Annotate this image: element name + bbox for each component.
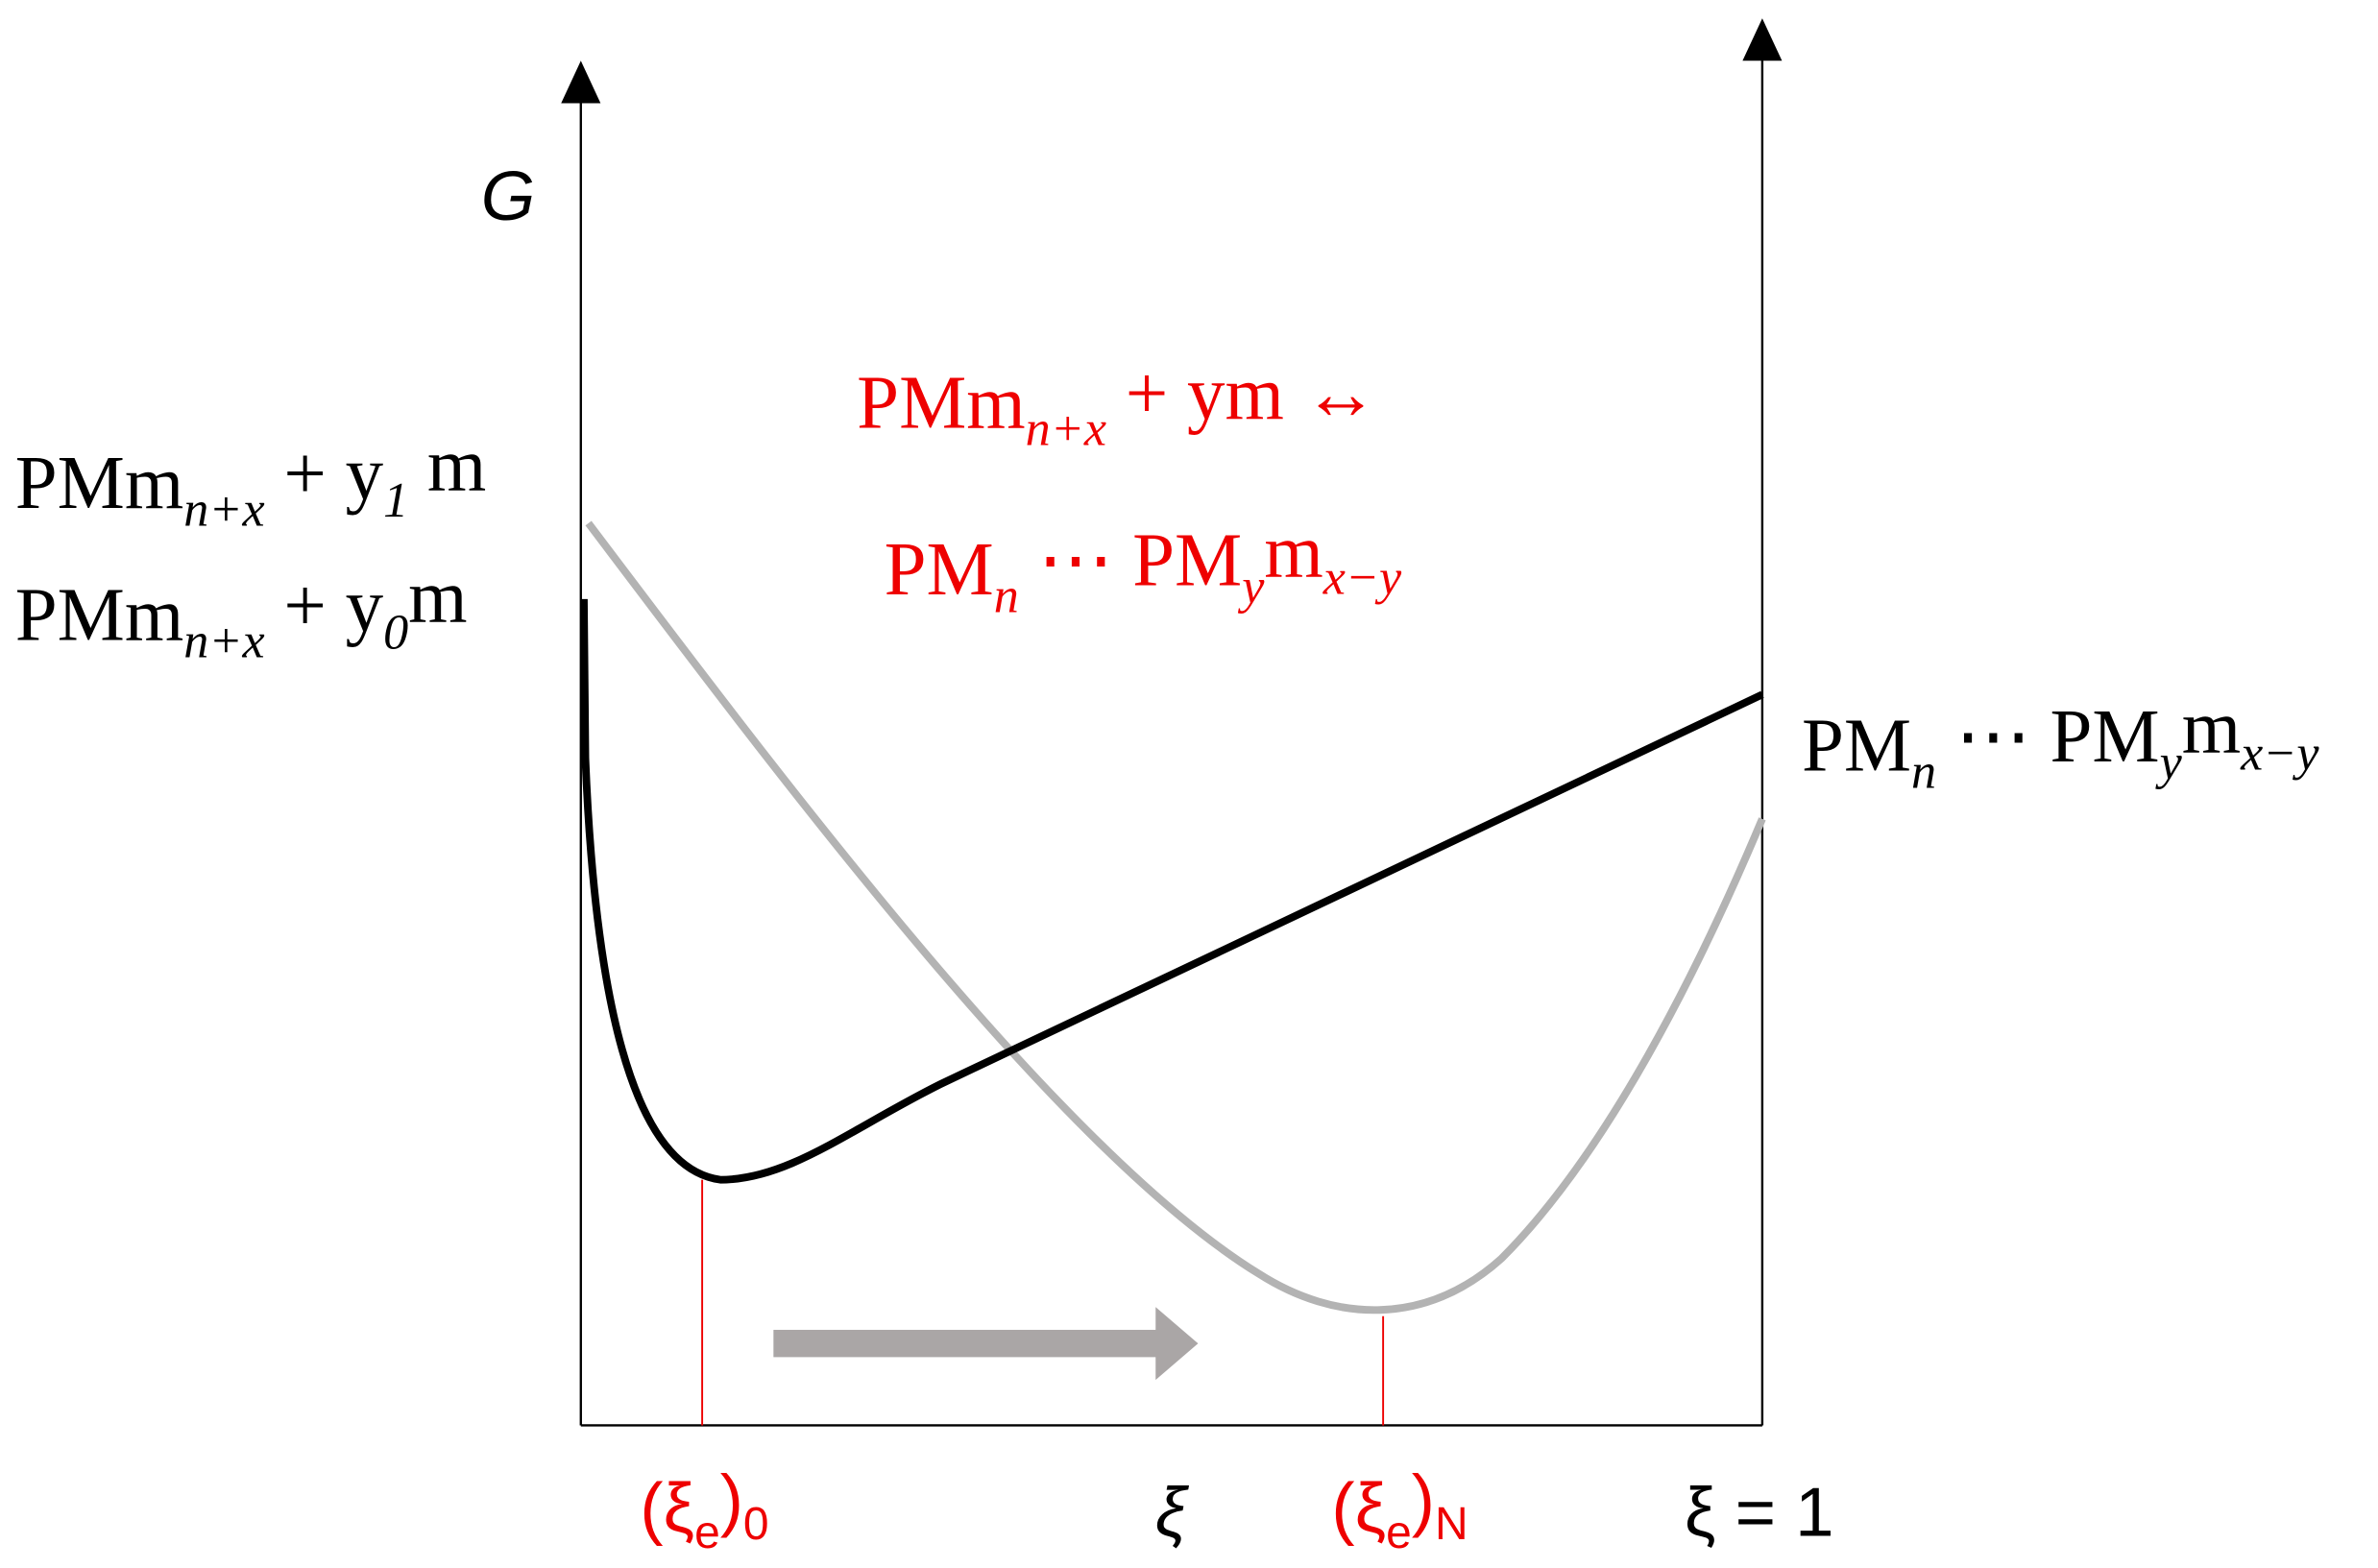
- label-subscript: n: [1911, 745, 1936, 800]
- x-end-label: ξ = 1: [1685, 1474, 1834, 1552]
- label-text: ⋯ PM: [1019, 519, 1243, 603]
- label-subscript: e: [694, 1508, 720, 1558]
- label-text: + ym ↔: [1106, 352, 1379, 436]
- right-label: PMn ⋯ PMymx−y: [1802, 686, 2319, 799]
- label-text: ): [720, 1460, 743, 1538]
- label-subscript: n+x: [1026, 402, 1106, 457]
- label-subscript: n+x: [183, 615, 264, 669]
- x-label: ξ: [1155, 1474, 1190, 1552]
- left-axis-arrow: [561, 60, 601, 104]
- shift-arrow-body: [773, 1329, 1160, 1358]
- label-text: PM: [1802, 704, 1911, 787]
- min-label: (ξe)N: [1331, 1460, 1468, 1557]
- reaction-line: PMmn+x + ym ↔: [857, 352, 1378, 457]
- right-axis-arrow: [1742, 18, 1783, 61]
- label-text: + y: [265, 433, 384, 517]
- label-subscript: x−y: [2240, 727, 2319, 782]
- label-subscript: x−y: [1322, 551, 1402, 606]
- label-subscript: N: [1435, 1499, 1468, 1550]
- shift-arrow-head: [1155, 1307, 1199, 1381]
- label-text: PMm: [15, 442, 184, 525]
- label-text: m: [2182, 686, 2241, 769]
- y-label: G: [481, 157, 536, 235]
- black-curve: [579, 598, 1764, 1184]
- label-text: m: [408, 556, 467, 639]
- label-subscript: n+x: [183, 482, 264, 537]
- label-text: ): [1412, 1460, 1435, 1538]
- label-text: PMm: [15, 573, 184, 657]
- label-subscript: n: [994, 568, 1019, 623]
- label-subscript: y: [1237, 560, 1265, 615]
- label-subscript: 0: [383, 605, 408, 660]
- label-text: m: [408, 423, 486, 507]
- gray-curve: [585, 520, 1766, 1315]
- label-text: PM: [885, 528, 994, 612]
- label-subscript: e: [1386, 1508, 1412, 1558]
- label-text: PMm: [857, 361, 1026, 445]
- left-label: PMmn+x + y0m: [15, 556, 468, 669]
- label-subscript: y: [2155, 736, 2183, 790]
- label-subscript: 1: [383, 473, 408, 528]
- label-text: (ξ: [640, 1469, 694, 1547]
- label-text: ⋯ PM: [1936, 695, 2160, 779]
- label-text: m: [1264, 510, 1322, 593]
- min-label: (ξe)0: [640, 1460, 768, 1557]
- label-subscript: 0: [743, 1499, 769, 1550]
- reaction-line: PMn ⋯ PMymx−y: [885, 510, 1402, 623]
- label-text: + y: [265, 565, 384, 648]
- label-text: (ξ: [1331, 1469, 1386, 1547]
- left-label: PMmn+x + y1 m: [15, 423, 486, 537]
